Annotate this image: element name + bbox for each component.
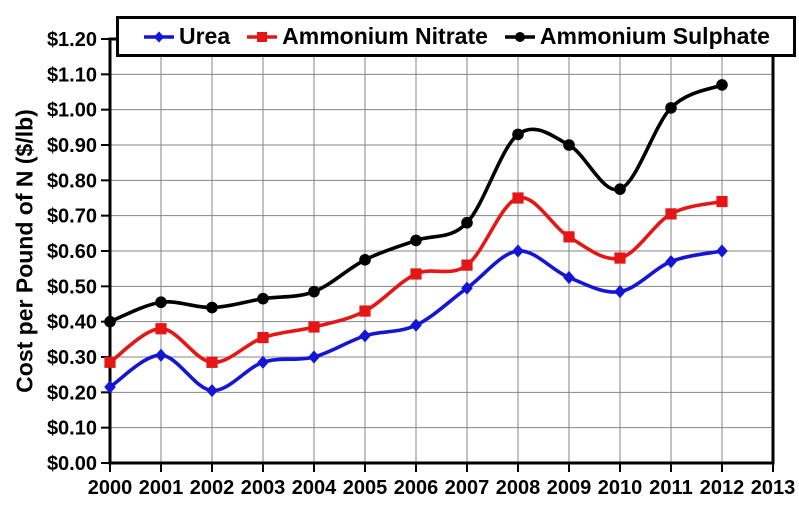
y-tick-label: $1.00: [47, 100, 97, 122]
data-point-square: [155, 323, 167, 335]
data-point-circle: [665, 102, 677, 114]
data-point-diamond: [155, 348, 167, 362]
data-point-square: [716, 195, 728, 208]
x-tick-label: 2010: [598, 477, 643, 499]
gridlines: [110, 39, 773, 463]
ammonium-sulphate-line-marker-icon: [504, 31, 535, 42]
y-tick-label: $0.70: [47, 206, 97, 228]
series-ammonium-nitrate: [104, 192, 728, 368]
y-tick-label: $0.30: [47, 347, 97, 369]
data-point-square: [614, 252, 626, 264]
series-urea: [104, 244, 728, 398]
data-point-diamond: [512, 244, 524, 258]
x-tick-label: 2001: [139, 477, 184, 499]
y-tick-label: $0.90: [47, 135, 97, 157]
legend-label-ammonium-nitrate: Ammonium Nitrate: [282, 23, 488, 49]
data-point-square: [206, 356, 218, 368]
data-point-circle: [359, 254, 371, 266]
x-tick-label: 2005: [343, 477, 388, 499]
x-tick-label: 2008: [496, 477, 541, 499]
data-point-circle: [512, 128, 524, 141]
data-point-square: [410, 268, 422, 280]
data-point-diamond: [614, 285, 626, 299]
y-tick-label: $0.40: [47, 312, 97, 334]
y-tick-label: $0.20: [47, 382, 97, 404]
legend-item-ammonium-sulphate: Ammonium Sulphate: [504, 23, 770, 50]
series-ammonium-sulphate: [104, 79, 728, 328]
data-point-circle: [257, 292, 269, 305]
data-point-square: [104, 356, 116, 368]
urea-line-marker-icon: [144, 30, 174, 43]
ammonium-nitrate-line-marker-icon: [247, 31, 278, 42]
y-tick-label: $1.10: [47, 64, 97, 86]
data-point-diamond: [257, 355, 269, 369]
data-point-square: [359, 305, 371, 317]
axis-tick-labels: $0.00 $0.10 $0.20 $0.30 $0.40 $0.50 $0.60 $0.70…: [47, 29, 795, 499]
data-point-square: [308, 321, 320, 333]
y-axis-title: Cost per Pound of N ($/lb): [11, 109, 38, 393]
data-point-diamond: [359, 329, 371, 343]
data-point-circle: [461, 216, 473, 229]
x-tick-label: 2002: [190, 477, 235, 499]
legend-item-urea: Urea: [143, 23, 230, 50]
data-point-square: [563, 231, 575, 243]
data-point-circle: [155, 296, 167, 309]
data-point-diamond: [206, 383, 218, 398]
y-tick-label: $0.80: [47, 170, 97, 192]
data-point-diamond: [665, 255, 677, 269]
x-tick-label: 2006: [394, 477, 439, 499]
data-point-circle: [206, 301, 218, 314]
y-tick-label: $0.50: [47, 276, 97, 298]
x-tick-label: 2009: [547, 477, 592, 499]
data-point-circle: [563, 139, 575, 151]
legend-label-ammonium-sulphate: Ammonium Sulphate: [539, 23, 770, 49]
data-point-diamond: [461, 281, 473, 295]
data-point-diamond: [563, 270, 575, 285]
x-tick-label: 2011: [649, 477, 692, 499]
data-point-circle: [410, 234, 422, 247]
data-point-square: [665, 208, 677, 220]
legend-label-urea: Urea: [179, 23, 231, 49]
y-tick-label: $1.20: [47, 29, 97, 51]
x-tick-label: 2000: [88, 477, 133, 499]
x-tick-label: 2004: [292, 477, 337, 499]
data-point-square: [461, 259, 473, 271]
data-point-diamond: [410, 318, 422, 332]
data-point-circle: [308, 285, 320, 298]
data-point-diamond: [104, 380, 116, 394]
data-point-circle: [716, 79, 728, 91]
data-point-square: [512, 192, 524, 204]
data-point-square: [257, 331, 269, 344]
legend-item-ammonium-nitrate: Ammonium Nitrate: [246, 23, 488, 50]
data-point-diamond: [716, 244, 728, 258]
x-tick-label: 2003: [241, 477, 286, 499]
data-point-circle: [614, 183, 626, 195]
y-tick-label: $0.60: [47, 241, 97, 263]
x-tick-label: 2012: [700, 477, 745, 499]
data-point-diamond: [308, 350, 320, 364]
data-point-circle: [104, 315, 116, 328]
y-tick-label: $0.00: [47, 453, 97, 475]
x-tick-label: 2013: [751, 477, 796, 499]
x-tick-label: 2007: [445, 477, 490, 499]
legend: Urea Ammonium Nitrate Ammonium Sulphate: [116, 16, 796, 57]
y-tick-label: $0.10: [47, 418, 97, 440]
